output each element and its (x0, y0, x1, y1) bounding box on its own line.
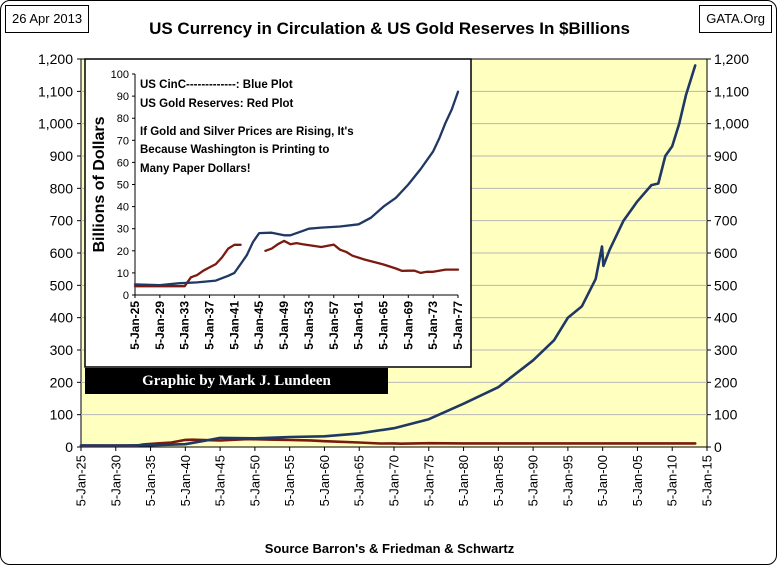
inset-x-tick-label: 5-Jan-45 (252, 301, 266, 350)
x-tick-label: 5-Jan-70 (387, 455, 402, 506)
inset-y-tick-label: 30 (117, 224, 129, 236)
y-tick-label-left: 1,200 (38, 51, 73, 67)
y-tick-label-right: 200 (714, 374, 738, 390)
x-tick-label: 5-Jan-25 (74, 455, 89, 506)
x-tick-label: 5-Jan-10 (665, 455, 680, 506)
series-line-currency (79, 64, 697, 447)
inset-x-tick-label: 5-Jan-29 (153, 301, 167, 350)
inset-y-tick-label: 20 (117, 246, 129, 258)
inset-x-tick-label: 5-Jan-61 (352, 301, 366, 350)
source-note: Source Barron's & Friedman & Schwartz (264, 541, 515, 556)
inset-x-tick-label: 5-Jan-57 (327, 301, 341, 350)
inset-series-line-currency (133, 90, 460, 287)
x-tick-label: 5-Jan-05 (630, 455, 645, 506)
x-tick-label: 5-Jan-00 (595, 455, 610, 506)
y-tick-label-right: 900 (714, 148, 738, 164)
inset-x-tick-label: 5-Jan-37 (203, 301, 217, 350)
y-tick-label-left: 100 (50, 407, 74, 423)
y-tick-label-right: 0 (714, 439, 722, 455)
y-tick-label-right: 700 (714, 213, 738, 229)
x-tick-label: 5-Jan-50 (247, 455, 262, 506)
inset-y-tick-label: 70 (117, 135, 129, 147)
x-tick-label: 5-Jan-15 (700, 455, 715, 506)
inset-y-tick-label: 0 (123, 290, 129, 302)
series-line-gold-reserves (79, 437, 697, 447)
y-tick-label-left: 400 (50, 310, 74, 326)
inset-y-tick-label: 50 (117, 180, 129, 192)
chart-title: US Currency in Circulation & US Gold Res… (149, 19, 630, 38)
y-tick-label-left: 700 (50, 213, 74, 229)
annotation-line-3: Many Paper Dollars! (140, 163, 251, 175)
date-label: 26 Apr 2013 (5, 5, 90, 33)
y-tick-label-left: 500 (50, 277, 74, 293)
inset-x-tick-label: 5-Jan-25 (128, 301, 142, 350)
inset-y-tick-label: 90 (117, 91, 129, 103)
inset-y-tick-label: 100 (111, 69, 129, 81)
y-tick-label-left: 1,100 (38, 83, 73, 99)
annotation-line-1: If Gold and Silver Prices are Rising, It… (140, 126, 354, 138)
source-site-label: GATA.Org (699, 5, 772, 33)
x-tick-label: 5-Jan-60 (317, 455, 332, 506)
x-tick-label: 5-Jan-75 (421, 455, 436, 506)
y-tick-label-left: 900 (50, 148, 74, 164)
inset-x-tick-label: 5-Jan-41 (227, 301, 241, 350)
x-tick-label: 5-Jan-85 (491, 455, 506, 506)
y-tick-label-left: 600 (50, 245, 74, 261)
legend-blue-plot: US CinC-------------: Blue Plot (140, 79, 293, 91)
inset-y-tick-label: 10 (117, 268, 129, 280)
credit-banner: Graphic by Mark J. Lundeen (85, 368, 388, 394)
inset-frame (84, 58, 472, 368)
inset-y-tick-label: 80 (117, 113, 129, 125)
inset-x-tick-label: 5-Jan-53 (302, 301, 316, 350)
inset-series-line-gold-reserves (133, 239, 460, 288)
inset-y-axis-title: Billions of Dollars (91, 116, 108, 252)
y-tick-label-right: 600 (714, 245, 738, 261)
y-tick-label-right: 800 (714, 180, 738, 196)
x-tick-label: 5-Jan-65 (352, 455, 367, 506)
y-tick-label-left: 200 (50, 374, 74, 390)
inset-x-tick-label: 5-Jan-69 (401, 301, 415, 350)
inset-chart: 0 10 20 30 40 50 60 70 80 90 100 5-Jan-25 5-Jan-29 5-… (84, 58, 472, 368)
inset-y-tick-label: 60 (117, 157, 129, 169)
y-tick-label-right: 500 (714, 277, 738, 293)
x-tick-label: 5-Jan-40 (178, 455, 193, 506)
inset-x-tick-label: 5-Jan-65 (376, 301, 390, 350)
y-tick-label-right: 1,200 (714, 51, 749, 67)
y-tick-label-right: 1,000 (714, 116, 749, 132)
x-tick-label: 5-Jan-55 (282, 455, 297, 506)
x-tick-label: 5-Jan-35 (143, 455, 158, 506)
x-tick-label: 5-Jan-95 (560, 455, 575, 506)
y-tick-label-left: 800 (50, 180, 74, 196)
x-tick-label: 5-Jan-90 (526, 455, 541, 506)
y-tick-label-right: 400 (714, 310, 738, 326)
annotation-line-2: Because Washington is Printing to (140, 144, 329, 156)
x-tick-label: 5-Jan-80 (456, 455, 471, 506)
y-tick-label-left: 300 (50, 342, 74, 358)
inset-x-tick-label: 5-Jan-73 (426, 301, 440, 350)
inset-x-tick-label: 5-Jan-77 (451, 301, 465, 350)
x-tick-label: 5-Jan-45 (213, 455, 228, 506)
y-tick-label-right: 100 (714, 407, 738, 423)
inset-x-tick-label: 5-Jan-33 (178, 301, 192, 350)
y-tick-label-left: 0 (65, 439, 73, 455)
x-tick-label: 5-Jan-30 (108, 455, 123, 506)
y-tick-label-left: 1,000 (38, 116, 73, 132)
y-tick-label-right: 1,100 (714, 83, 749, 99)
y-tick-label-right: 300 (714, 342, 738, 358)
legend-red-plot: US Gold Reserves: Red Plot (140, 98, 294, 110)
inset-x-tick-label: 5-Jan-49 (277, 301, 291, 350)
inset-y-tick-label: 40 (117, 202, 129, 214)
